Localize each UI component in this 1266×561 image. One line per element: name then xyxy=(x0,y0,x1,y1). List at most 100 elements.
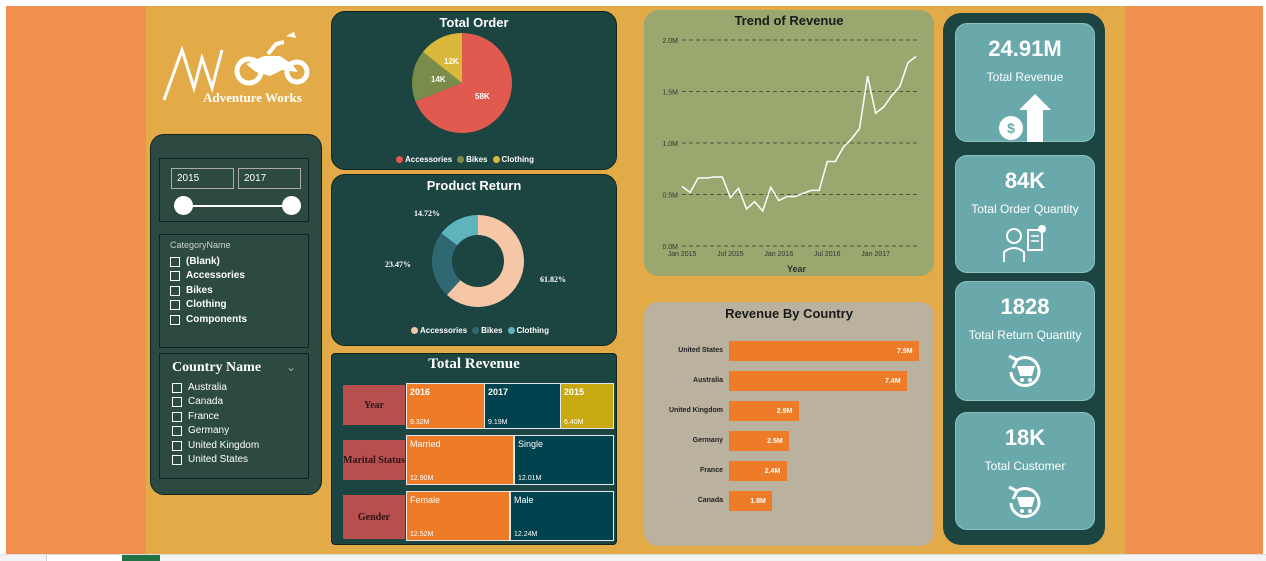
country-revenue-panel: Revenue By Country xyxy=(644,302,934,546)
checkbox[interactable] xyxy=(172,426,182,436)
trend-x-axis-title: Year xyxy=(787,264,806,274)
bar-value-label: 7.9M xyxy=(897,348,913,355)
cell-name: 2017 xyxy=(488,387,508,397)
kpi-total-revenue: 24.91M Total Revenue $ xyxy=(955,23,1095,142)
cell-name: Single xyxy=(518,439,543,449)
product-return-title: Product Return xyxy=(332,178,616,193)
checkbox[interactable] xyxy=(170,286,180,296)
bar-category-label: France xyxy=(643,467,723,474)
treemap-cell[interactable]: Male 12.24M xyxy=(510,491,614,541)
checkbox[interactable] xyxy=(172,397,182,407)
category-option[interactable]: Components xyxy=(170,314,247,325)
treemap-cell[interactable]: Married 12.90M xyxy=(406,435,514,485)
legend-label: Accessories xyxy=(420,326,467,335)
total-order-pie[interactable] xyxy=(410,31,514,135)
product-return-legend: Accessories Bikes Clothing xyxy=(411,326,549,335)
option-label: (Blank) xyxy=(186,256,220,267)
option-label: Canada xyxy=(188,396,223,407)
product-return-donut[interactable] xyxy=(431,214,525,308)
option-label: Bikes xyxy=(186,285,213,296)
sheet-tab[interactable] xyxy=(46,555,122,561)
country-bar[interactable] xyxy=(729,371,907,391)
kpi-caption: Total Return Quantity xyxy=(956,328,1094,342)
kpi-total-customer: 18K Total Customer xyxy=(955,412,1095,530)
bar-value-label: 2.9M xyxy=(777,408,793,415)
trend-line-chart[interactable]: 0.0M 0.5M 1.0M 1.5M 2.0M Jan 2015 Jul 2015 Jan … xyxy=(644,10,934,276)
treemap-cell[interactable]: 2017 9.19M xyxy=(484,383,561,429)
row-label-year: Year xyxy=(343,385,405,425)
right-margin xyxy=(1125,6,1263,554)
checkbox[interactable] xyxy=(172,412,182,422)
country-option[interactable]: France xyxy=(172,411,219,422)
donut-label-bikes: 23.47% xyxy=(385,260,411,269)
date-slider-track[interactable] xyxy=(184,205,292,207)
category-option[interactable]: Bikes xyxy=(170,285,213,296)
option-label: United States xyxy=(188,454,248,465)
checkbox[interactable] xyxy=(172,455,182,465)
y-tick-label: 0.0M xyxy=(662,244,678,251)
country-option[interactable]: United States xyxy=(172,454,248,465)
date-slider-start-handle[interactable] xyxy=(174,196,193,215)
country-revenue-title: Revenue By Country xyxy=(644,306,934,321)
cell-value: 6.40M xyxy=(564,419,583,426)
sheet-tab-bar xyxy=(0,554,1266,561)
legend-label: Bikes xyxy=(466,155,487,164)
country-bar[interactable] xyxy=(729,341,919,361)
cell-name: Married xyxy=(410,439,441,449)
checkbox[interactable] xyxy=(170,315,180,325)
cell-value: 12.01M xyxy=(518,475,541,482)
checkbox[interactable] xyxy=(170,300,180,310)
country-option[interactable]: Germany xyxy=(172,425,229,436)
checkbox[interactable] xyxy=(172,383,182,393)
kpi-total-order-quantity: 84K Total Order Quantity xyxy=(955,155,1095,273)
kpi-caption: Total Customer xyxy=(956,459,1094,473)
total-order-title: Total Order xyxy=(332,15,616,30)
category-option[interactable]: (Blank) xyxy=(170,256,220,267)
bar-category-label: Germany xyxy=(643,437,723,444)
row-label-marital-status: Marital Status xyxy=(343,440,405,480)
bar-value-label: 1.8M xyxy=(750,498,766,505)
bar-category-label: United States xyxy=(643,347,723,354)
date-from-input[interactable]: 2015 xyxy=(171,168,234,189)
treemap-cell[interactable]: Female 12.52M xyxy=(406,491,510,541)
category-slicer-title: CategoryName xyxy=(170,240,231,250)
date-to-input[interactable]: 2017 xyxy=(238,168,301,189)
date-slider-end-handle[interactable] xyxy=(282,196,301,215)
legend-label: Accessories xyxy=(405,155,452,164)
total-revenue-title: Total Revenue xyxy=(332,356,616,373)
left-margin xyxy=(6,6,146,554)
cell-name: Male xyxy=(514,495,534,505)
checkbox[interactable] xyxy=(170,271,180,281)
option-label: Components xyxy=(186,314,247,325)
donut-label-accessories: 61.82% xyxy=(540,275,566,284)
cell-value: 9.19M xyxy=(488,419,507,426)
bar-category-label: Canada xyxy=(643,497,723,504)
logo-text: Adventure Works xyxy=(203,90,302,106)
chevron-down-icon[interactable]: ⌄ xyxy=(286,360,296,374)
country-option[interactable]: United Kingdom xyxy=(172,440,259,451)
treemap-cell[interactable]: 2016 9.32M xyxy=(406,383,485,429)
treemap-cell[interactable]: 2015 6.40M xyxy=(560,383,614,429)
treemap-cell[interactable]: Single 12.01M xyxy=(514,435,614,485)
category-option[interactable]: Clothing xyxy=(170,299,227,310)
revenue-line[interactable] xyxy=(682,56,916,211)
legend-label: Clothing xyxy=(502,155,534,164)
x-tick-label: Jul 2016 xyxy=(814,251,841,258)
category-option[interactable]: Accessories xyxy=(170,270,245,281)
x-tick-label: Jan 2015 xyxy=(668,251,697,258)
cell-name: Female xyxy=(410,495,440,505)
country-option[interactable]: Canada xyxy=(172,396,223,407)
legend-item: Accessories xyxy=(396,155,452,164)
checkbox[interactable] xyxy=(172,441,182,451)
bar-value-label: 2.5M xyxy=(767,438,783,445)
legend-item: Accessories xyxy=(411,326,467,335)
cell-value: 9.32M xyxy=(410,419,429,426)
legend-item: Clothing xyxy=(508,326,549,335)
sheet-tab-active[interactable] xyxy=(122,555,160,561)
delivery-person-icon xyxy=(1000,224,1050,264)
bar-value-label: 7.4M xyxy=(885,378,901,385)
checkbox[interactable] xyxy=(170,257,180,267)
y-tick-label: 2.0M xyxy=(662,38,678,45)
x-tick-label: Jan 2016 xyxy=(764,251,793,258)
country-option[interactable]: Australia xyxy=(172,382,227,393)
